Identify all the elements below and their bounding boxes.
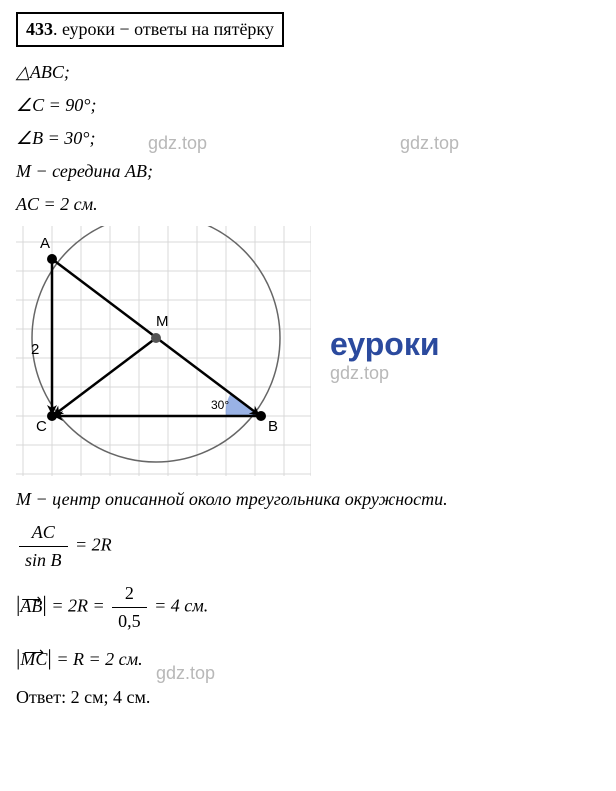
given-angle-c: ∠C = 90°; (16, 92, 600, 119)
point-a (47, 254, 57, 264)
mc-length-line: |⟶MC| = R = 2 см. (16, 641, 600, 674)
watermark-3: gdz.top (330, 360, 389, 387)
problem-header: 433. еуроки − ответы на пятёрку (16, 12, 284, 47)
label-m: M (156, 313, 169, 330)
label-a: A (40, 235, 50, 252)
mc-rhs: = R = 2 см. (52, 649, 143, 669)
point-c (47, 411, 57, 421)
label-angle-30: 30° (211, 398, 229, 412)
brand-euroki: еуроки (330, 320, 440, 368)
ab-rhs: = 4 см. (150, 596, 209, 616)
answer-line: Ответ: 2 см; 4 см. (16, 684, 600, 711)
solution-circumcenter: M − центр описанной около треугольника о… (16, 486, 600, 513)
circumcircle (32, 226, 280, 462)
given-midpoint: M − середина AB; (16, 158, 600, 185)
problem-title: . еуроки − ответы на пятёрку (53, 19, 274, 39)
point-m (151, 333, 161, 343)
label-side-2: 2 (31, 341, 39, 358)
sine-den: sin B (19, 547, 68, 574)
side-mc (54, 338, 156, 415)
ab-mid: = 2R = (47, 596, 109, 616)
diagram-svg: A C B M 2 30° (16, 226, 311, 476)
given-angle-b: ∠B = 30°; (16, 125, 600, 152)
diagram: A C B M 2 30° (16, 226, 311, 476)
sine-formula: AC sin B = 2R (16, 519, 600, 574)
ab-length-line: |⟶AB| = 2R = 2 0,5 = 4 см. (16, 580, 600, 635)
given-triangle: △ABC; (16, 59, 600, 86)
problem-number: 433 (26, 19, 53, 39)
label-c: C (36, 418, 47, 435)
ab-frac-num: 2 (112, 580, 147, 608)
sine-num: AC (19, 519, 68, 547)
point-b (256, 411, 266, 421)
ab-frac-den: 0,5 (112, 608, 147, 635)
sine-rhs: = 2R (71, 535, 112, 555)
label-b: B (268, 418, 278, 435)
given-ac: AC = 2 см. (16, 191, 600, 218)
